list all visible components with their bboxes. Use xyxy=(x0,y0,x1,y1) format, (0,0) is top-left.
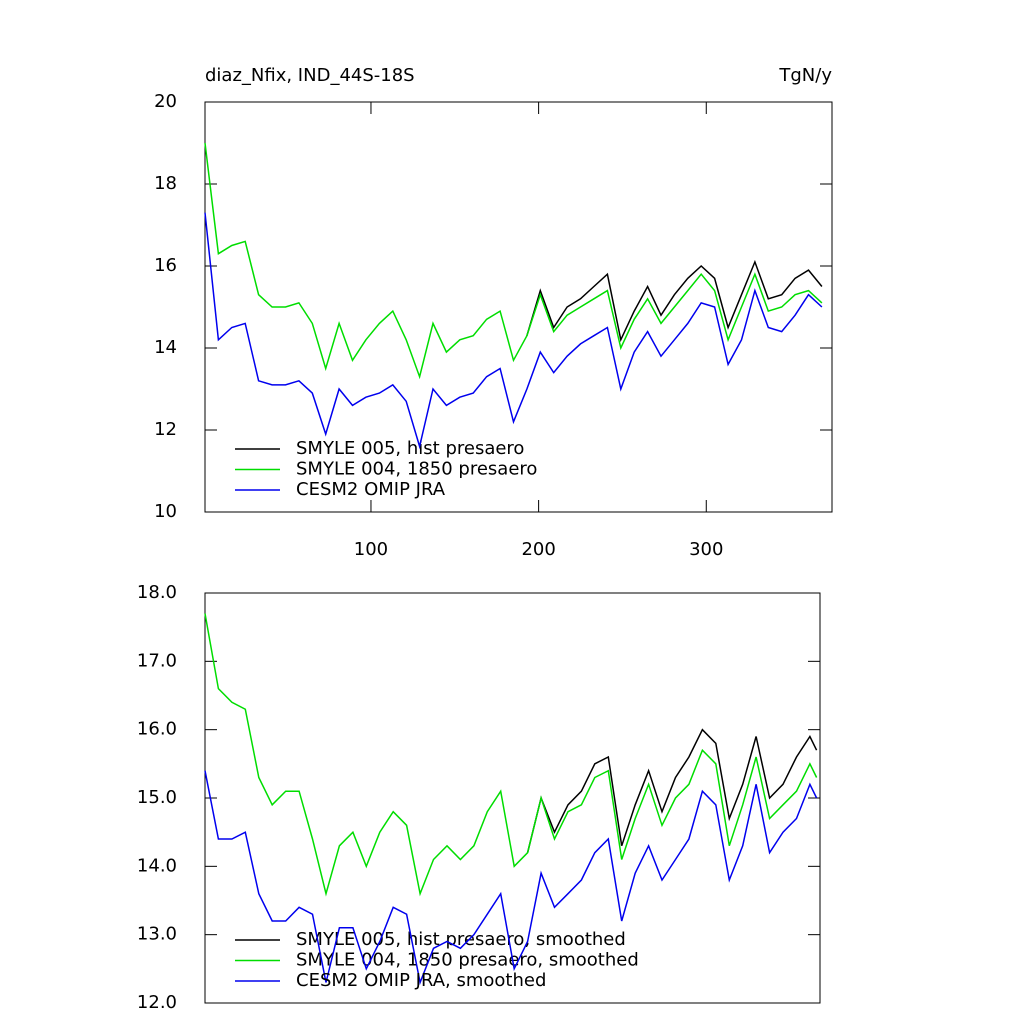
units-label: TgN/y xyxy=(778,65,832,86)
x-tick-label: 300 xyxy=(689,539,723,560)
series-line xyxy=(204,613,818,897)
plot-frame xyxy=(204,101,833,513)
y-tick-label: 14 xyxy=(154,337,177,358)
y-tick-label: 12 xyxy=(154,419,177,440)
y-tick-label: 16.0 xyxy=(137,719,177,740)
series-line xyxy=(526,259,823,343)
series-line xyxy=(204,212,823,450)
chart-title: diaz_Nfix, IND_44S-18S xyxy=(205,65,415,86)
legend-label: CESM2 OMIP JRA xyxy=(296,479,446,500)
legend-label: SMYLE 005, hist presaero xyxy=(296,438,524,459)
y-tick-label: 14.0 xyxy=(137,855,177,876)
x-tick-label: 200 xyxy=(521,539,555,560)
y-tick-label: 13.0 xyxy=(137,924,177,945)
y-tick-label: 18.0 xyxy=(137,582,177,603)
series-line xyxy=(204,142,823,380)
y-tick-label: 20 xyxy=(154,91,177,112)
y-tick-label: 17.0 xyxy=(137,650,177,671)
y-tick-label: 16 xyxy=(154,255,177,276)
legend-label: SMYLE 004, 1850 presaero, smoothed xyxy=(296,950,639,971)
series-line xyxy=(526,728,818,853)
y-tick-label: 15.0 xyxy=(137,787,177,808)
y-tick-label: 18 xyxy=(154,173,177,194)
y-tick-label: 10 xyxy=(154,501,177,522)
series-line xyxy=(204,770,818,986)
legend-label: SMYLE 004, 1850 presaero xyxy=(296,459,537,480)
x-tick-label: 100 xyxy=(354,539,388,560)
legend-label: CESM2 OMIP JRA, smoothed xyxy=(296,970,546,991)
y-tick-label: 12.0 xyxy=(137,992,177,1013)
